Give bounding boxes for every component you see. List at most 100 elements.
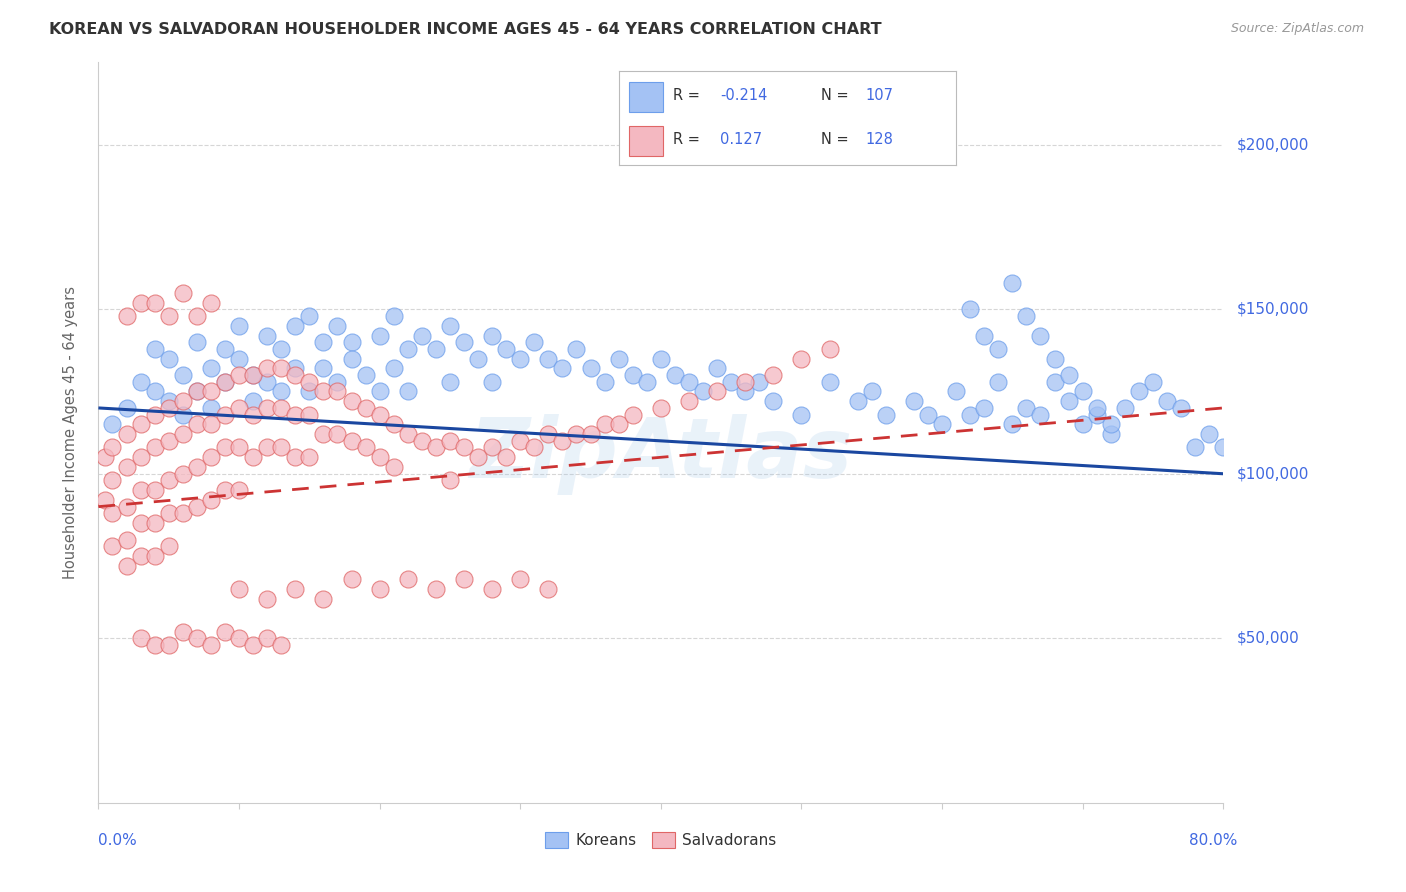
Point	[157, 506, 180, 520]
Point	[621, 408, 644, 422]
Text: $50,000: $50,000	[1237, 631, 1301, 646]
Point	[172, 506, 194, 520]
Point	[1029, 328, 1052, 343]
Point	[1099, 427, 1122, 442]
Point	[242, 368, 264, 382]
Point	[382, 460, 405, 475]
Point	[565, 342, 588, 356]
Point	[270, 638, 292, 652]
Point	[706, 361, 728, 376]
Point	[439, 434, 461, 448]
Point	[1085, 408, 1108, 422]
Text: 107: 107	[865, 88, 893, 103]
Point	[157, 394, 180, 409]
Text: 128: 128	[865, 132, 893, 147]
Point	[481, 441, 503, 455]
Point	[143, 342, 166, 356]
Point	[467, 450, 489, 465]
Point	[481, 582, 503, 596]
Point	[1057, 368, 1080, 382]
Point	[368, 328, 391, 343]
Point	[481, 375, 503, 389]
Point	[256, 361, 278, 376]
Point	[242, 450, 264, 465]
Point	[1085, 401, 1108, 415]
Point	[228, 351, 250, 366]
Point	[340, 434, 363, 448]
Point	[607, 417, 630, 432]
Point	[425, 582, 447, 596]
Point	[200, 450, 222, 465]
Point	[186, 335, 208, 350]
Point	[579, 361, 602, 376]
Point	[312, 384, 335, 399]
Point	[284, 450, 307, 465]
Text: 80.0%: 80.0%	[1188, 833, 1237, 848]
Point	[200, 361, 222, 376]
Text: -0.214: -0.214	[720, 88, 768, 103]
Point	[636, 375, 658, 389]
Point	[172, 427, 194, 442]
Point	[425, 441, 447, 455]
Point	[228, 401, 250, 415]
Point	[973, 328, 995, 343]
Point	[101, 473, 124, 487]
Point	[200, 401, 222, 415]
Point	[172, 368, 194, 382]
Point	[790, 408, 813, 422]
Point	[186, 384, 208, 399]
Point	[200, 493, 222, 508]
Point	[172, 408, 194, 422]
Point	[242, 394, 264, 409]
Point	[326, 318, 349, 333]
Point	[664, 368, 686, 382]
Point	[453, 572, 475, 586]
Point	[298, 408, 321, 422]
Point	[495, 450, 517, 465]
Point	[537, 427, 560, 442]
Point	[298, 375, 321, 389]
Point	[115, 533, 138, 547]
Point	[143, 516, 166, 530]
Point	[143, 441, 166, 455]
Point	[228, 483, 250, 498]
Text: R =: R =	[672, 132, 700, 147]
Point	[1184, 441, 1206, 455]
Text: 0.127: 0.127	[720, 132, 762, 147]
Point	[326, 427, 349, 442]
Bar	[628, 82, 662, 112]
Point	[143, 295, 166, 310]
Point	[157, 351, 180, 366]
Point	[312, 427, 335, 442]
Point	[509, 572, 531, 586]
Point	[298, 384, 321, 399]
Point	[298, 450, 321, 465]
Point	[706, 384, 728, 399]
Point	[565, 427, 588, 442]
Point	[748, 375, 770, 389]
Text: R =: R =	[672, 88, 700, 103]
Point	[115, 309, 138, 323]
Point	[678, 375, 700, 389]
Point	[959, 408, 981, 422]
Point	[172, 467, 194, 481]
Point	[1128, 384, 1150, 399]
Point	[326, 384, 349, 399]
Point	[228, 368, 250, 382]
Point	[270, 441, 292, 455]
Point	[200, 638, 222, 652]
Point	[214, 624, 236, 639]
Point	[1156, 394, 1178, 409]
Point	[382, 309, 405, 323]
Point	[368, 450, 391, 465]
Point	[115, 427, 138, 442]
Point	[228, 441, 250, 455]
Point	[495, 342, 517, 356]
Point	[242, 368, 264, 382]
Bar	[628, 126, 662, 156]
Point	[537, 582, 560, 596]
Point	[621, 368, 644, 382]
Point	[256, 632, 278, 646]
Point	[129, 549, 152, 563]
Point	[425, 342, 447, 356]
